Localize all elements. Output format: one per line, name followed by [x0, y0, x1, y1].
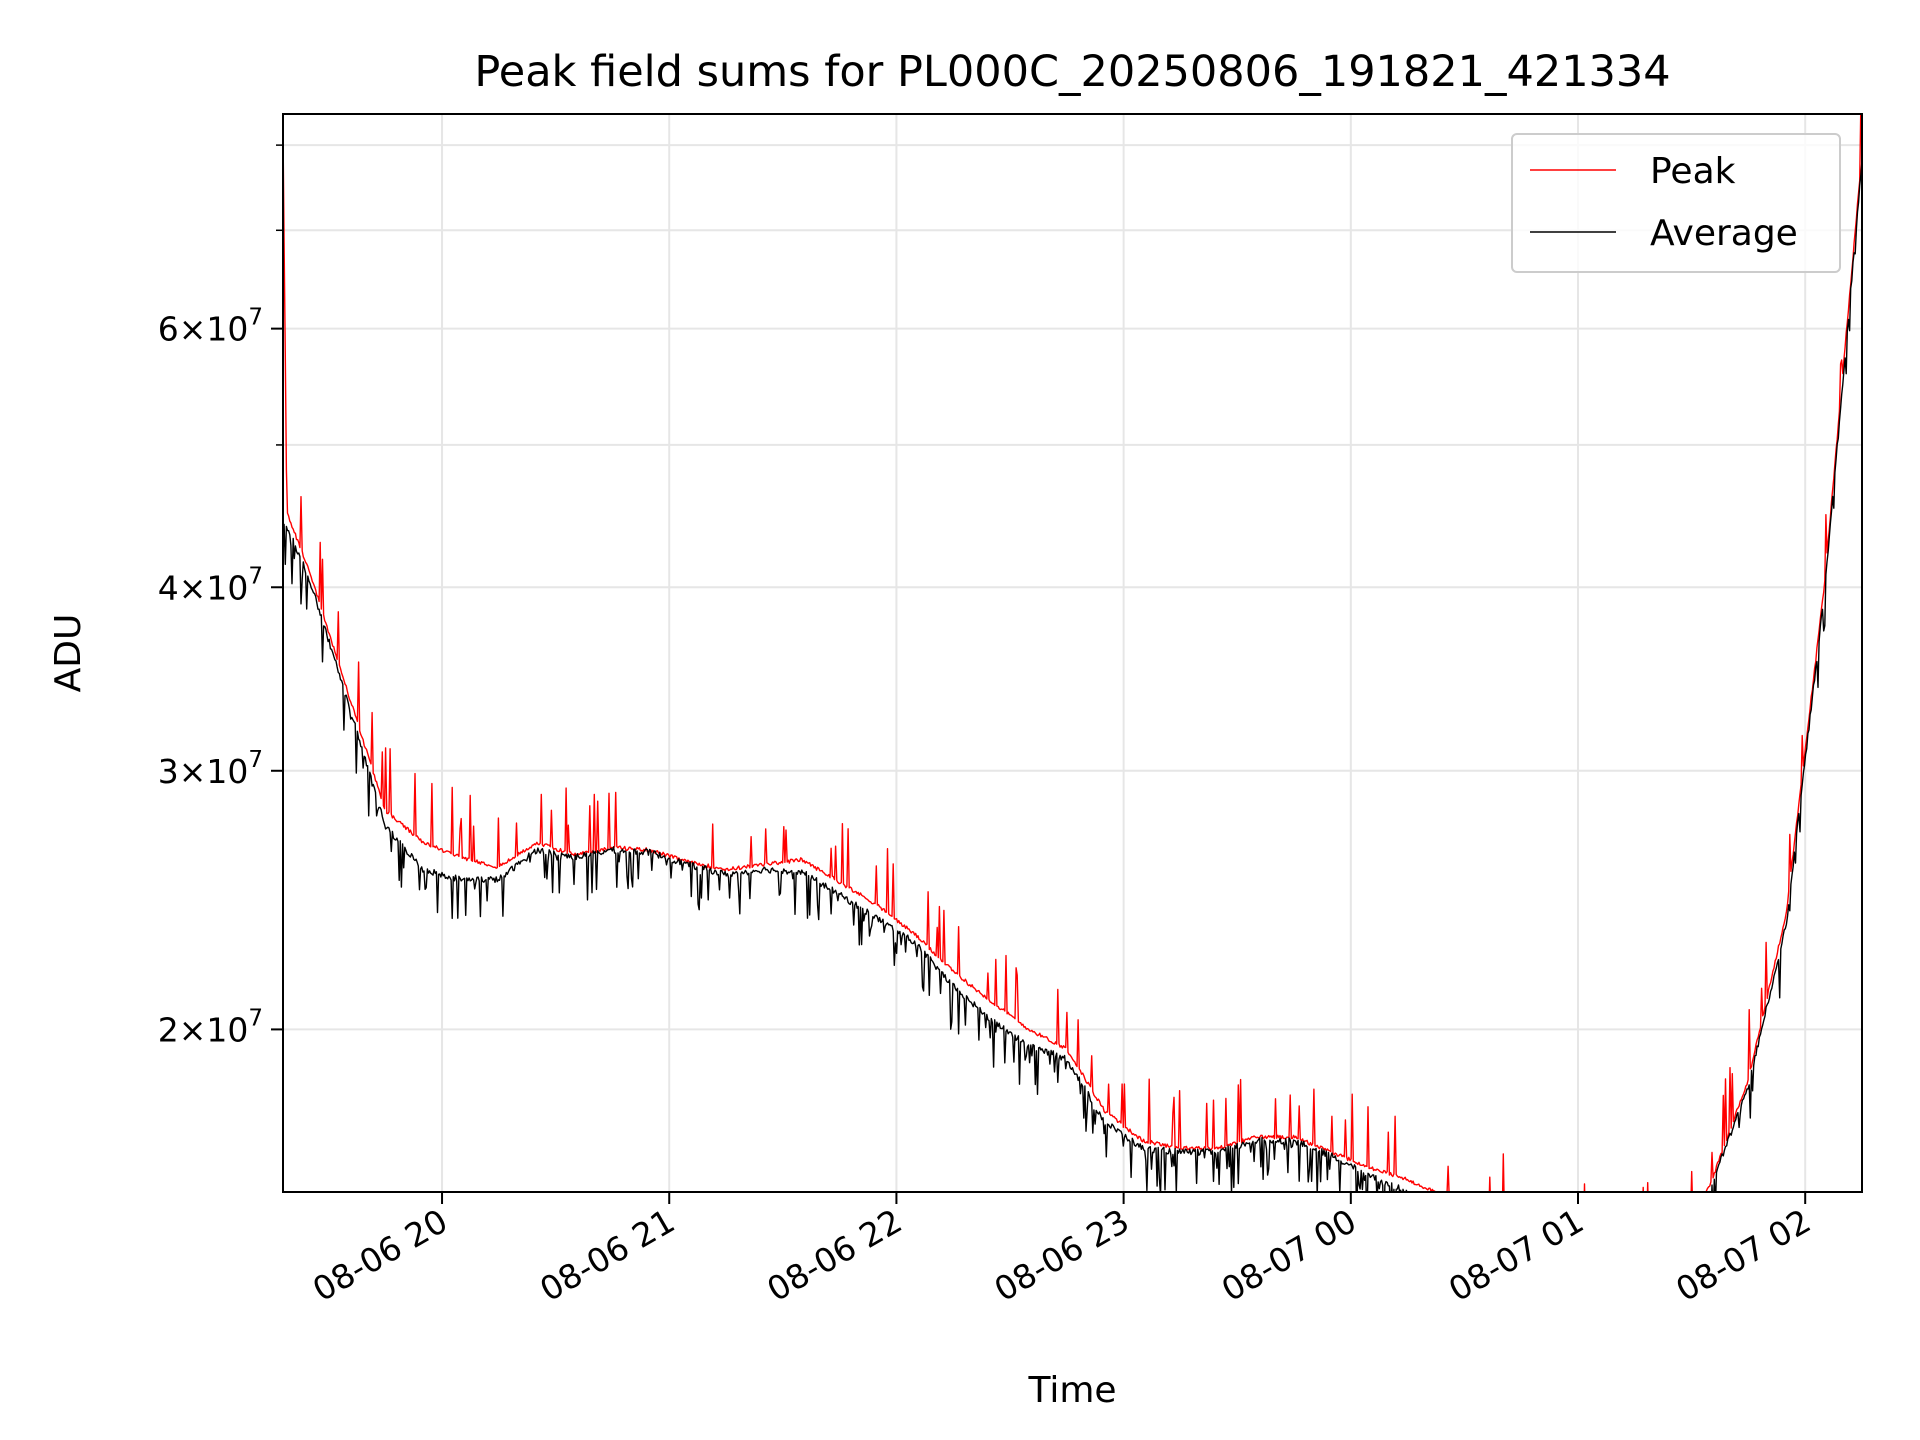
y-tick-base: 10	[206, 310, 248, 349]
y-tick-exponent: 7	[248, 1005, 263, 1031]
legend: Peak Average	[1511, 133, 1841, 273]
y-tick-times: ×	[179, 1010, 207, 1049]
y-tick-label: 2×107	[158, 1005, 263, 1049]
y-tick-base: 10	[206, 752, 248, 791]
y-tick-base: 10	[206, 568, 248, 607]
grid	[283, 114, 1862, 1192]
chart-title: Peak field sums for PL000C_20250806_1918…	[474, 47, 1670, 97]
legend-label-peak: Peak	[1650, 151, 1736, 192]
y-tick-exponent: 7	[248, 747, 263, 773]
y-tick-base: 10	[206, 1010, 248, 1049]
y-tick-exponent: 7	[248, 305, 263, 331]
axes-frame	[282, 113, 1863, 1193]
y-tick-label: 6×107	[158, 305, 263, 349]
y-tick-label: 3×107	[158, 747, 263, 791]
y-tick-times: ×	[179, 752, 207, 791]
y-tick-mantissa: 2	[158, 1010, 179, 1049]
y-tick-exponent: 7	[248, 563, 263, 589]
y-tick-mantissa: 4	[158, 568, 179, 607]
y-tick-mantissa: 6	[158, 310, 179, 349]
y-axis-label: ADU	[48, 614, 89, 693]
y-tick-times: ×	[179, 568, 207, 607]
x-axis-label: Time	[1027, 1370, 1116, 1411]
series-line-peak	[283, 114, 1862, 1192]
y-tick-times: ×	[179, 310, 207, 349]
y-tick-label: 4×107	[158, 563, 263, 607]
legend-box	[1511, 133, 1841, 273]
legend-label-average: Average	[1650, 213, 1798, 254]
series-line-average	[283, 160, 1862, 1192]
series-layer	[283, 114, 1862, 1192]
y-tick-mantissa: 3	[158, 752, 179, 791]
